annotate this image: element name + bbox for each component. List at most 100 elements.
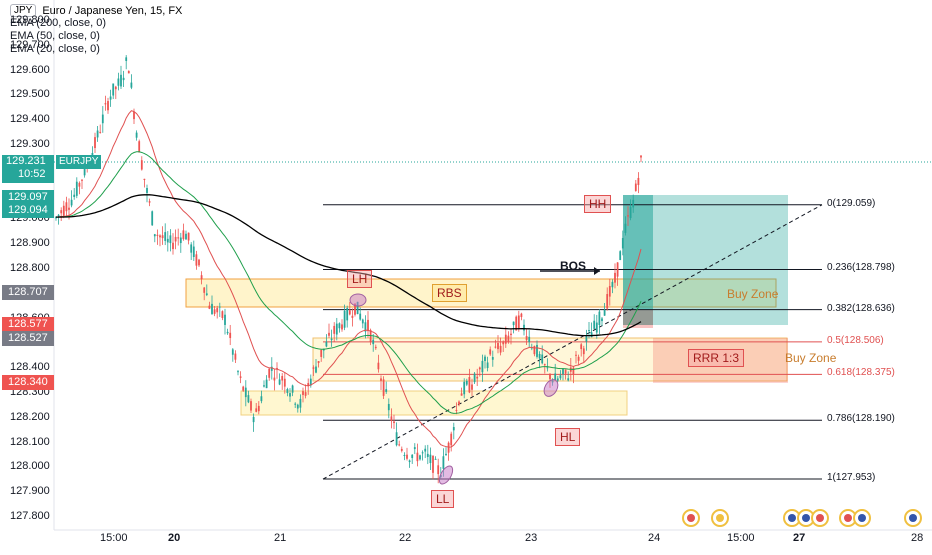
candle-body — [549, 374, 551, 380]
price-axis-tick: 129.800 — [10, 14, 50, 26]
fib-level-label: 0.618(128.375) — [827, 367, 895, 379]
candle-body — [335, 323, 338, 335]
candle-body — [333, 325, 336, 334]
candle-body — [114, 86, 117, 90]
candle-body — [229, 332, 232, 339]
indicator-ema200[interactable]: EMA (200, close, 0) — [10, 17, 106, 29]
candle-body — [484, 356, 486, 361]
candle-body — [393, 421, 395, 424]
candle-body — [83, 164, 86, 176]
indicator-ema50[interactable]: EMA (50, close, 0) — [10, 30, 100, 42]
chart-legend: JPY Euro / Japanese Yen, 15, FX EMA (200… — [10, 4, 182, 56]
hl-label[interactable]: HL — [555, 428, 581, 446]
candle-body — [208, 305, 211, 309]
candle-body — [185, 233, 187, 240]
candle-body — [257, 405, 260, 412]
candle-body — [486, 362, 489, 369]
candle-body — [250, 401, 252, 411]
candle-body — [179, 237, 182, 244]
price-axis-tick: 128.200 — [10, 410, 50, 423]
candle-body — [616, 262, 619, 277]
candle-body — [533, 345, 536, 355]
candle-body — [359, 313, 362, 320]
candle-body — [195, 254, 198, 266]
candle-body — [619, 251, 622, 261]
candle-body — [218, 306, 221, 308]
candle-body — [606, 294, 609, 309]
economic-event-icon[interactable] — [711, 509, 729, 527]
candle-body — [268, 368, 271, 378]
candle-body — [205, 293, 208, 296]
candle-body — [476, 376, 479, 379]
candle-body — [60, 210, 63, 214]
symbol-badge[interactable]: JPY — [10, 4, 37, 17]
candle-body — [94, 137, 96, 149]
support-zone — [240, 390, 628, 416]
price-tag: 128.577 — [2, 317, 54, 332]
ll-marker — [438, 465, 454, 485]
candle-body — [595, 322, 598, 333]
candle-body — [554, 373, 557, 381]
symbol-tag: EURJPY — [56, 155, 102, 169]
candle-body — [78, 182, 81, 187]
candle-body — [302, 391, 304, 395]
candle-body — [582, 348, 585, 355]
economic-event-icon[interactable] — [853, 509, 871, 527]
candle-body — [73, 194, 76, 197]
candle-body — [507, 335, 510, 343]
candle-body — [153, 234, 156, 237]
candle-body — [317, 361, 320, 364]
candle-body — [510, 333, 512, 336]
economic-event-icon[interactable] — [682, 509, 700, 527]
candle-body — [562, 369, 564, 375]
candle-body — [390, 416, 393, 421]
candle-body — [133, 111, 135, 120]
candle-body — [172, 242, 174, 250]
candle-body — [395, 432, 398, 446]
indicator-ema20[interactable]: EMA (20, close, 0) — [10, 43, 100, 55]
price-tag: 128.527 — [2, 331, 54, 346]
economic-event-icon[interactable] — [839, 509, 857, 527]
hl-marker — [543, 379, 559, 397]
candle-body — [231, 349, 234, 355]
candle-body — [640, 155, 642, 158]
price-axis-tick: 128.800 — [10, 262, 50, 274]
price-axis-tick: 129.400 — [10, 113, 50, 126]
candle-body — [221, 311, 224, 318]
candle-body — [96, 130, 99, 138]
candle-body — [455, 409, 458, 411]
price-axis-tick: 127.800 — [10, 510, 50, 522]
candle-body — [601, 318, 603, 322]
candle-body — [593, 320, 596, 329]
candle-body — [580, 344, 583, 350]
economic-event-icon[interactable] — [811, 509, 829, 527]
candle-body — [278, 379, 281, 385]
candle-body — [502, 341, 505, 345]
economic-event-icon[interactable] — [904, 509, 922, 527]
price-axis-tick: 129.500 — [10, 88, 50, 101]
candle-body — [203, 287, 206, 293]
lh-label[interactable]: LH — [347, 270, 373, 288]
candle-body — [564, 369, 567, 374]
candle-body — [364, 322, 367, 332]
candle-body — [382, 379, 385, 396]
ll-label[interactable]: LL — [431, 490, 455, 508]
candle-body — [637, 177, 640, 186]
candle-body — [346, 308, 349, 321]
candle-body — [356, 301, 359, 315]
candle-body — [611, 281, 614, 288]
candle-body — [458, 401, 460, 405]
hh-label[interactable]: HH — [584, 195, 612, 213]
candle-body — [138, 141, 141, 153]
candle-body — [281, 376, 284, 381]
rrr-label[interactable]: RRR 1:3 — [688, 349, 745, 367]
candle-body — [283, 378, 286, 387]
bos-label[interactable]: BOS — [560, 259, 587, 273]
candle-body — [304, 392, 307, 396]
candle-body — [296, 404, 299, 409]
candle-body — [585, 335, 588, 342]
candle-body — [452, 427, 455, 431]
rbs-label[interactable]: RBS — [432, 284, 467, 302]
